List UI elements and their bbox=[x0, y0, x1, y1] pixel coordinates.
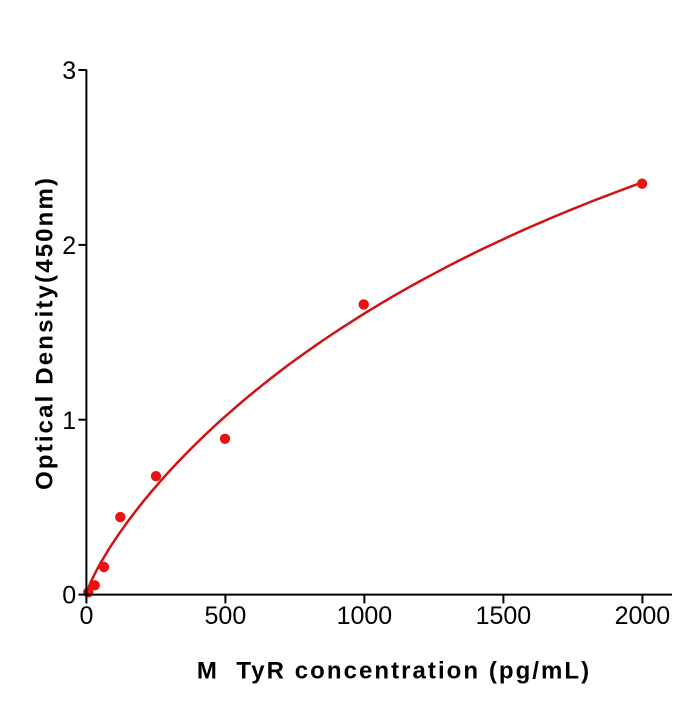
svg-text:0: 0 bbox=[79, 602, 93, 630]
svg-text:M TyR concentration (pg/mL): M TyR concentration (pg/mL) bbox=[197, 657, 591, 684]
svg-text:1000: 1000 bbox=[337, 602, 393, 630]
svg-text:0: 0 bbox=[62, 582, 76, 610]
svg-text:Optical Density(450nm): Optical Density(450nm) bbox=[32, 176, 59, 490]
svg-text:1: 1 bbox=[62, 407, 76, 435]
svg-text:2: 2 bbox=[62, 232, 76, 260]
svg-text:2000: 2000 bbox=[615, 602, 671, 630]
svg-text:1500: 1500 bbox=[476, 602, 532, 630]
svg-text:3: 3 bbox=[62, 57, 76, 85]
svg-text:500: 500 bbox=[205, 602, 247, 630]
